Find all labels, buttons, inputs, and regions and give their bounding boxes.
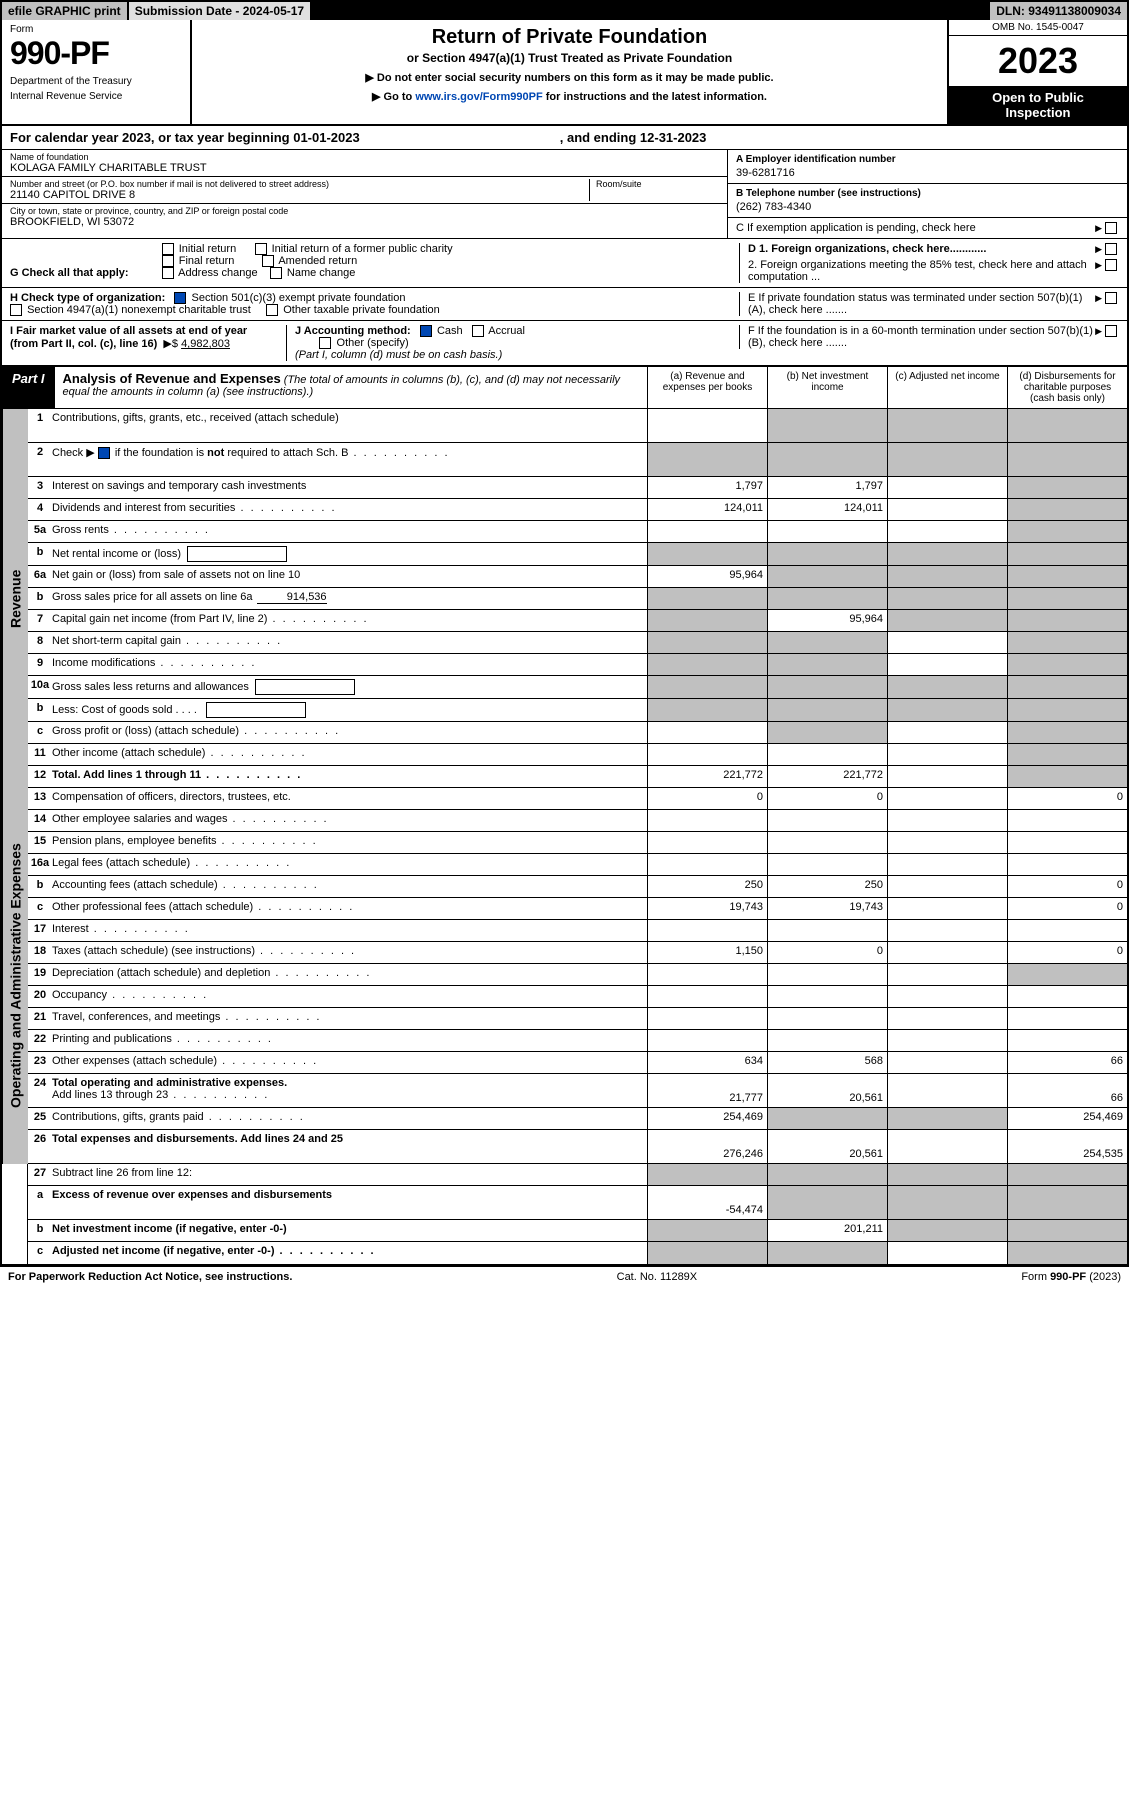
calendar-year-row: For calendar year 2023, or tax year begi…: [2, 126, 1127, 150]
foundation-name: KOLAGA FAMILY CHARITABLE TRUST: [10, 162, 719, 174]
j-cash-checkbox[interactable]: [420, 325, 432, 337]
d2-label: 2. Foreign organizations meeting the 85%…: [748, 259, 1095, 283]
e-label: E If private foundation status was termi…: [748, 292, 1095, 316]
form-ref: Form 990-PF (2023): [1021, 1271, 1121, 1283]
initial-return-checkbox[interactable]: [162, 243, 174, 255]
exemption-pending-label: C If exemption application is pending, c…: [736, 222, 1095, 234]
h-501c3-checkbox[interactable]: [174, 292, 186, 304]
j-other-checkbox[interactable]: [319, 337, 331, 349]
phone-value: (262) 783-4340: [736, 201, 1119, 213]
city-label: City or town, state or province, country…: [10, 206, 719, 216]
h-4947-checkbox[interactable]: [10, 304, 22, 316]
part1-title: Analysis of Revenue and Expenses: [63, 371, 281, 386]
address-label: Number and street (or P.O. box number if…: [10, 179, 589, 189]
goto-note: ▶ Go to www.irs.gov/Form990PF for instru…: [204, 90, 935, 103]
address: 21140 CAPITOL DRIVE 8: [10, 189, 589, 201]
dept-treasury: Department of the Treasury: [10, 76, 182, 87]
phone-label: B Telephone number (see instructions): [736, 188, 1119, 199]
expenses-tab: Operating and Administrative Expenses: [2, 788, 28, 1164]
schb-checkbox[interactable]: [98, 447, 110, 459]
j-label: J Accounting method:: [295, 325, 411, 337]
j-accrual-checkbox[interactable]: [472, 325, 484, 337]
final-return-checkbox[interactable]: [162, 255, 174, 267]
room-suite-label: Room/suite: [596, 179, 719, 189]
ein-label: A Employer identification number: [736, 154, 1119, 165]
ein-value: 39-6281716: [736, 167, 1119, 179]
section-h-e: H Check type of organization: Section 50…: [2, 288, 1127, 321]
identity-section: Name of foundation KOLAGA FAMILY CHARITA…: [2, 150, 1127, 239]
omb-number: OMB No. 1545-0047: [949, 20, 1127, 36]
col-d-header: (d) Disbursements for charitable purpose…: [1007, 367, 1127, 408]
form-number: 990-PF: [10, 35, 182, 72]
f-checkbox[interactable]: [1105, 325, 1117, 337]
form-page: efile GRAPHIC print Submission Date - 20…: [0, 0, 1129, 1266]
col-b-header: (b) Net investment income: [767, 367, 887, 408]
col-a-header: (a) Revenue and expenses per books: [647, 367, 767, 408]
line27-block: 27Subtract line 26 from line 12: aExcess…: [2, 1164, 1127, 1264]
open-to-public: Open to PublicInspection: [949, 86, 1127, 124]
initial-former-checkbox[interactable]: [255, 243, 267, 255]
top-bar: efile GRAPHIC print Submission Date - 20…: [2, 2, 1127, 20]
expenses-table: Operating and Administrative Expenses 13…: [2, 788, 1127, 1164]
page-footer: For Paperwork Reduction Act Notice, see …: [0, 1266, 1129, 1287]
g-label: G Check all that apply:: [10, 267, 129, 279]
address-change-checkbox[interactable]: [162, 267, 174, 279]
d2-checkbox[interactable]: [1105, 259, 1117, 271]
instructions-link[interactable]: www.irs.gov/Form990PF: [415, 91, 542, 103]
dept-irs: Internal Revenue Service: [10, 91, 182, 102]
form-label: Form: [10, 24, 182, 35]
form-header: Form 990-PF Department of the Treasury I…: [2, 20, 1127, 126]
part1-header: Part I Analysis of Revenue and Expenses …: [2, 365, 1127, 409]
revenue-table: Revenue 1Contributions, gifts, grants, e…: [2, 409, 1127, 788]
ssn-note: ▶ Do not enter social security numbers o…: [204, 71, 935, 84]
h-other-checkbox[interactable]: [266, 304, 278, 316]
h-label: H Check type of organization:: [10, 292, 165, 304]
name-change-checkbox[interactable]: [270, 267, 282, 279]
d1-label: D 1. Foreign organizations, check here..…: [748, 243, 1095, 255]
foundation-name-label: Name of foundation: [10, 152, 719, 162]
j-note: (Part I, column (d) must be on cash basi…: [295, 349, 502, 361]
amended-return-checkbox[interactable]: [262, 255, 274, 267]
i-value: 4,982,803: [181, 338, 230, 350]
efile-print-button[interactable]: efile GRAPHIC print: [2, 2, 129, 20]
e-checkbox[interactable]: [1105, 292, 1117, 304]
paperwork-notice: For Paperwork Reduction Act Notice, see …: [8, 1271, 292, 1283]
city-value: BROOKFIELD, WI 53072: [10, 216, 719, 228]
cat-no: Cat. No. 11289X: [617, 1271, 698, 1283]
exemption-pending-checkbox[interactable]: [1105, 222, 1117, 234]
d1-checkbox[interactable]: [1105, 243, 1117, 255]
f-label: F If the foundation is in a 60-month ter…: [748, 325, 1095, 349]
form-subtitle: or Section 4947(a)(1) Trust Treated as P…: [204, 51, 935, 65]
section-g-d: G Check all that apply: Initial return I…: [2, 239, 1127, 288]
submission-date: Submission Date - 2024-05-17: [129, 2, 312, 20]
dln: DLN: 93491138009034: [990, 2, 1127, 20]
revenue-tab: Revenue: [2, 409, 28, 788]
part1-tag: Part I: [2, 367, 55, 408]
form-title: Return of Private Foundation: [204, 26, 935, 49]
section-i-j-f: I Fair market value of all assets at end…: [2, 321, 1127, 365]
col-c-header: (c) Adjusted net income: [887, 367, 1007, 408]
tax-year: 2023: [949, 36, 1127, 86]
